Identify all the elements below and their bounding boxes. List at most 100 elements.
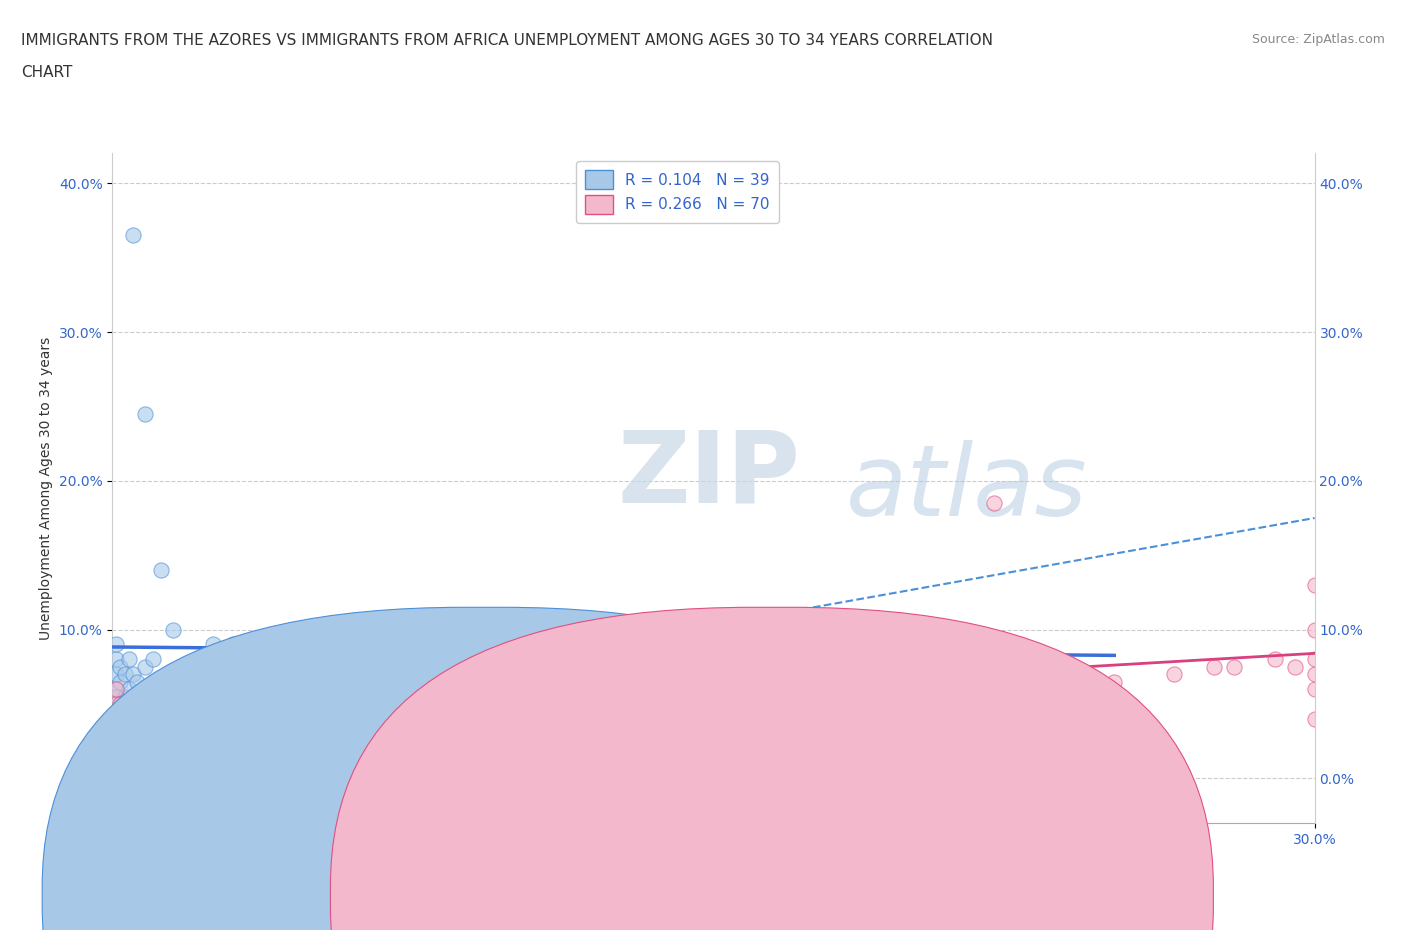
Point xyxy=(134,719,156,734)
Point xyxy=(302,689,325,704)
Point xyxy=(181,741,204,756)
Point xyxy=(105,741,128,756)
Point xyxy=(823,674,845,689)
Point xyxy=(110,659,132,674)
Point xyxy=(181,659,204,674)
Point xyxy=(110,697,132,711)
Text: IMMIGRANTS FROM THE AZORES VS IMMIGRANTS FROM AFRICA UNEMPLOYMENT AMONG AGES 30 : IMMIGRANTS FROM THE AZORES VS IMMIGRANTS… xyxy=(21,33,993,47)
Point xyxy=(1303,711,1326,726)
Point xyxy=(105,652,128,667)
Text: Source: ZipAtlas.com: Source: ZipAtlas.com xyxy=(1251,33,1385,46)
Point xyxy=(121,741,143,756)
Point xyxy=(1163,667,1185,682)
Point xyxy=(114,734,136,749)
Point xyxy=(110,697,132,711)
Point xyxy=(101,704,124,719)
Point xyxy=(461,697,484,711)
Point xyxy=(222,697,245,711)
Point xyxy=(114,711,136,726)
Point xyxy=(134,659,156,674)
Point xyxy=(402,689,425,704)
Point xyxy=(621,682,644,697)
Point xyxy=(342,719,364,734)
Point xyxy=(422,637,444,652)
Point xyxy=(201,689,224,704)
Point xyxy=(121,228,143,243)
Point xyxy=(441,682,464,697)
Point xyxy=(903,689,925,704)
Point xyxy=(1303,682,1326,697)
Point xyxy=(125,674,148,689)
Point xyxy=(110,726,132,741)
Point xyxy=(903,637,925,652)
Point xyxy=(662,689,685,704)
Point xyxy=(125,726,148,741)
Point xyxy=(149,719,172,734)
Point xyxy=(1303,652,1326,667)
Point xyxy=(342,622,364,637)
Point xyxy=(214,711,236,726)
Point xyxy=(742,630,765,644)
Point xyxy=(1284,659,1306,674)
Point xyxy=(181,697,204,711)
Point xyxy=(1102,674,1125,689)
Point xyxy=(141,711,163,726)
Point xyxy=(1303,578,1326,592)
Point xyxy=(942,674,965,689)
Point xyxy=(149,563,172,578)
Text: ZIP: ZIP xyxy=(617,426,800,524)
Point xyxy=(153,704,176,719)
Point xyxy=(162,726,184,741)
Point xyxy=(110,674,132,689)
Point xyxy=(105,689,128,704)
Point xyxy=(1303,667,1326,682)
Point xyxy=(262,682,284,697)
Point xyxy=(302,630,325,644)
Point xyxy=(190,711,212,726)
Point xyxy=(361,704,384,719)
Point xyxy=(422,704,444,719)
Point xyxy=(983,496,1005,511)
Point xyxy=(114,667,136,682)
Point xyxy=(117,652,139,667)
Point xyxy=(105,711,128,726)
Point xyxy=(502,697,524,711)
Point xyxy=(117,726,139,741)
Point xyxy=(105,726,128,741)
Point xyxy=(863,674,886,689)
Point xyxy=(281,704,304,719)
Point xyxy=(201,726,224,741)
Point xyxy=(382,719,405,734)
Point xyxy=(105,711,128,726)
Point xyxy=(782,682,804,697)
Point xyxy=(702,682,725,697)
Point xyxy=(114,689,136,704)
Point xyxy=(742,689,765,704)
Point xyxy=(262,719,284,734)
Point xyxy=(382,637,405,652)
Point xyxy=(134,406,156,421)
Point xyxy=(141,741,163,756)
Y-axis label: Unemployment Among Ages 30 to 34 years: Unemployment Among Ages 30 to 34 years xyxy=(39,337,53,640)
Point xyxy=(105,741,128,756)
Point xyxy=(1204,659,1226,674)
Point xyxy=(643,615,665,630)
Point xyxy=(141,689,163,704)
Point xyxy=(129,711,152,726)
Point xyxy=(242,711,264,726)
Point xyxy=(162,697,184,711)
Point xyxy=(141,674,163,689)
Point xyxy=(461,644,484,659)
Text: atlas: atlas xyxy=(846,440,1087,537)
Point xyxy=(121,667,143,682)
Point xyxy=(138,704,160,719)
Point xyxy=(582,697,605,711)
Point xyxy=(110,711,132,726)
Point xyxy=(1303,622,1326,637)
Point xyxy=(105,682,128,697)
Point xyxy=(105,637,128,652)
Point xyxy=(121,711,143,726)
Point xyxy=(162,622,184,637)
Text: Immigrants from Africa: Immigrants from Africa xyxy=(797,890,957,904)
Point xyxy=(582,637,605,652)
